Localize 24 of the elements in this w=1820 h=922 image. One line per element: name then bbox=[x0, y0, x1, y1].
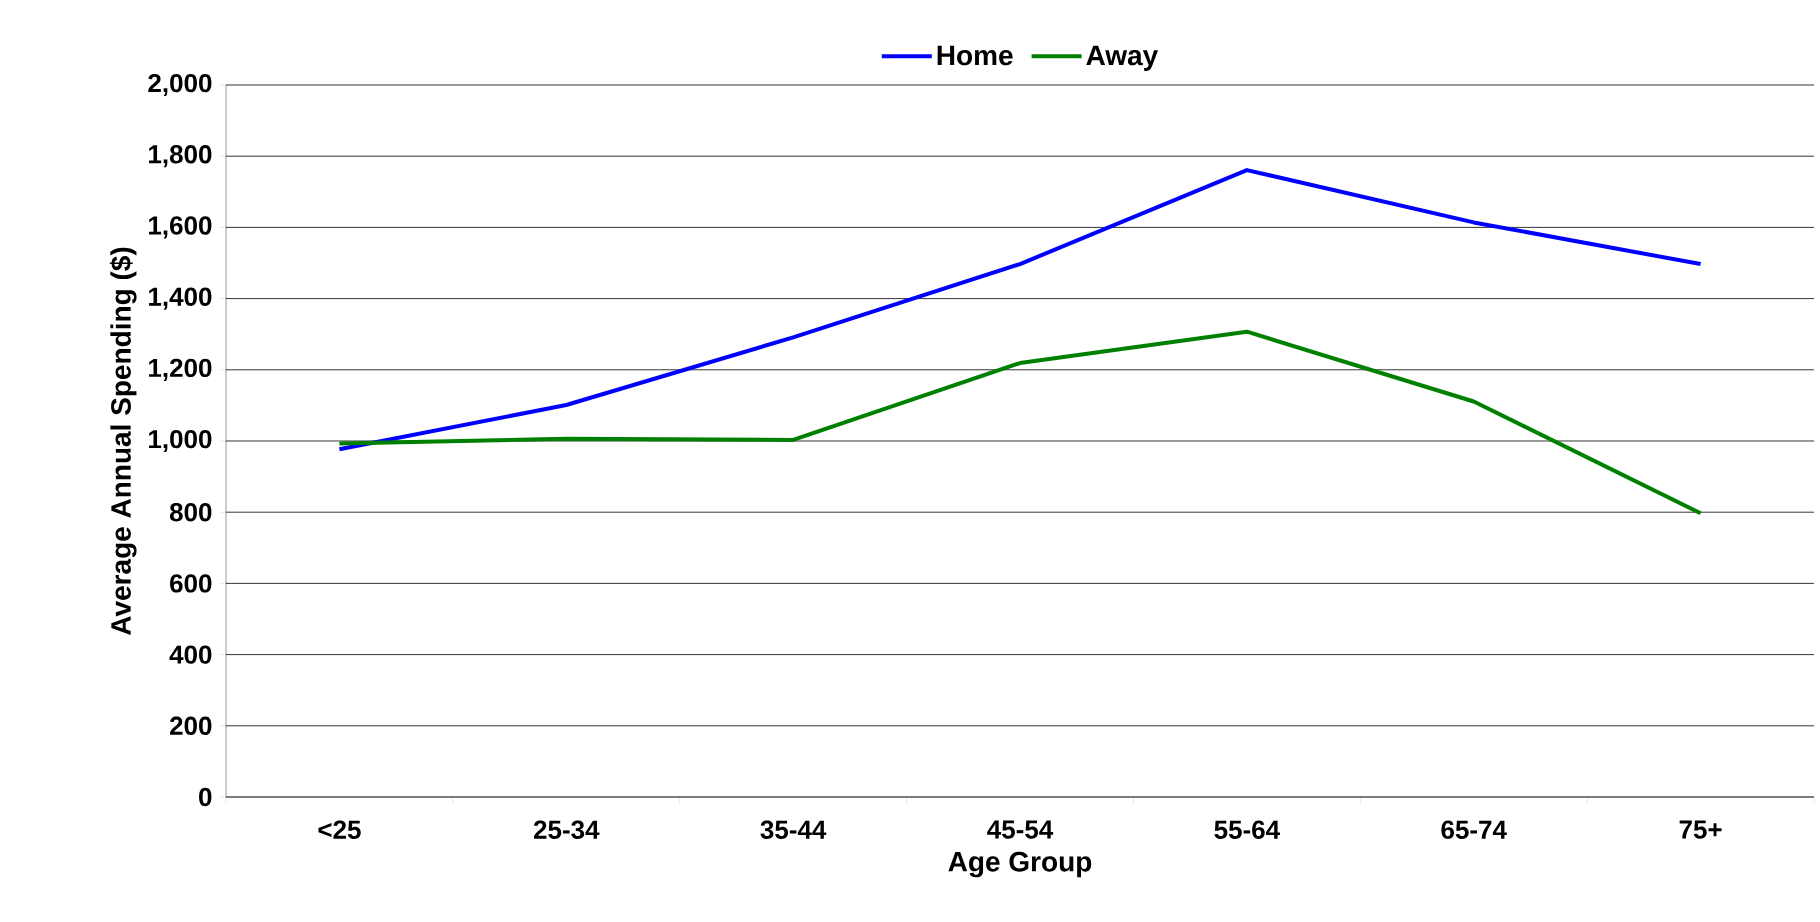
x-tick-label: 65-74 bbox=[1441, 820, 1507, 839]
x-tick-label: 25-34 bbox=[533, 820, 600, 839]
y-axis-title: Average Annual Spending ($) bbox=[109, 247, 137, 636]
x-tick-label: 75+ bbox=[1679, 820, 1722, 839]
y-tick-label: 1,400 bbox=[149, 287, 212, 310]
y-tick-label: 1,800 bbox=[149, 145, 212, 168]
legend-label: Home bbox=[937, 45, 1013, 66]
y-tick-label: 2,000 bbox=[148, 73, 212, 97]
y-tick-label: 1,200 bbox=[149, 358, 212, 381]
x-tick-label: <25 bbox=[318, 820, 361, 839]
y-tick-label: 800 bbox=[169, 502, 212, 522]
y-tick-label: 600 bbox=[170, 574, 212, 593]
x-tick-label: 55-64 bbox=[1214, 820, 1280, 839]
y-tick-label: 400 bbox=[169, 645, 212, 664]
line-series bbox=[337, 168, 1703, 452]
y-tick-label: 1,600 bbox=[149, 216, 212, 239]
x-tick-label: 35-44 bbox=[760, 820, 827, 839]
y-tick-label: 0 bbox=[199, 787, 212, 807]
x-axis-title: Age Group bbox=[948, 851, 1092, 878]
line-series bbox=[337, 329, 1703, 516]
x-tick-label: 45-54 bbox=[987, 820, 1054, 839]
y-tick-label: 200 bbox=[170, 716, 212, 735]
y-tick-label: 1,000 bbox=[149, 429, 212, 453]
legend-label: Away bbox=[1086, 45, 1159, 71]
